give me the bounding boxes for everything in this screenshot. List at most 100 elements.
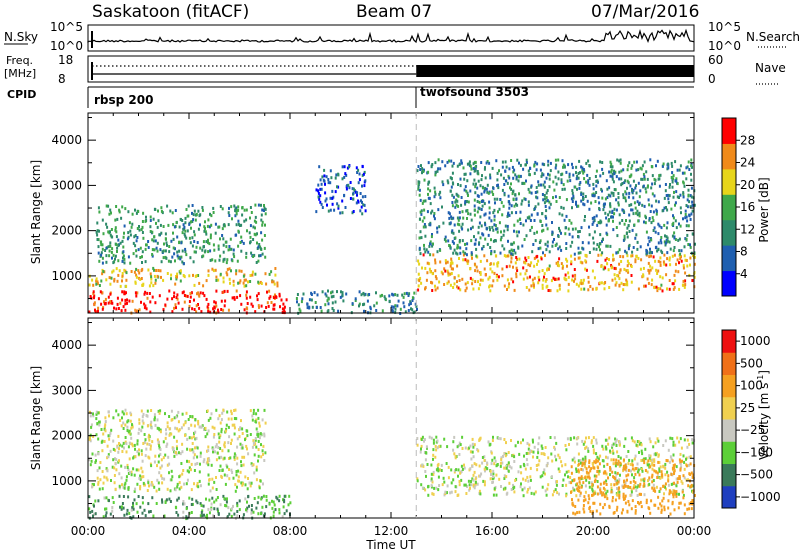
echo-cell bbox=[522, 462, 525, 466]
echo-cell bbox=[538, 278, 541, 282]
echo-cell bbox=[618, 493, 621, 497]
echo-cell bbox=[602, 481, 605, 485]
echo-cell bbox=[541, 269, 544, 272]
echo-cell bbox=[579, 181, 582, 184]
echo-cell bbox=[197, 291, 200, 295]
echo-cell bbox=[502, 204, 505, 208]
echo-cell bbox=[615, 281, 618, 285]
echo-cell bbox=[577, 176, 580, 180]
echo-cell bbox=[587, 159, 590, 163]
echo-cell bbox=[361, 195, 364, 199]
echo-cell bbox=[452, 195, 455, 199]
echo-cell bbox=[631, 463, 634, 467]
echo-cell bbox=[614, 498, 617, 502]
echo-cell bbox=[124, 481, 127, 485]
echo-cell bbox=[111, 256, 113, 260]
echo-cell bbox=[434, 258, 437, 262]
echo-cell bbox=[206, 409, 209, 413]
echo-cell bbox=[583, 203, 586, 207]
echo-cell bbox=[548, 177, 551, 181]
echo-cell bbox=[438, 192, 441, 196]
echo-cell bbox=[334, 300, 337, 304]
echo-cell bbox=[679, 452, 682, 456]
echo-cell bbox=[265, 306, 268, 309]
echo-cell bbox=[519, 222, 522, 225]
echo-cell bbox=[462, 253, 465, 257]
echo-cell bbox=[543, 194, 546, 197]
echo-cell bbox=[432, 438, 435, 442]
echo-cell bbox=[453, 223, 456, 227]
echo-cell bbox=[595, 169, 598, 173]
echo-cell bbox=[580, 193, 583, 196]
echo-cell bbox=[191, 236, 194, 240]
echo-cell bbox=[89, 463, 92, 467]
echo-cell bbox=[655, 199, 658, 203]
echo-cell bbox=[106, 456, 109, 460]
echo-cell bbox=[505, 165, 508, 169]
echo-cell bbox=[185, 411, 188, 415]
echo-cell bbox=[425, 248, 428, 252]
echo-cell bbox=[105, 511, 108, 515]
echo-cell bbox=[625, 455, 628, 458]
echo-cell bbox=[475, 164, 478, 168]
echo-cell bbox=[599, 248, 601, 252]
echo-cell bbox=[151, 238, 154, 242]
echo-cell bbox=[132, 515, 135, 519]
echo-cell bbox=[669, 263, 672, 267]
echo-cell bbox=[505, 179, 508, 183]
echo-cell bbox=[235, 212, 238, 216]
echo-cell bbox=[235, 289, 238, 293]
echo-cell bbox=[621, 219, 624, 222]
echo-cell bbox=[218, 436, 221, 440]
echo-cell bbox=[553, 436, 556, 440]
echo-cell bbox=[551, 240, 554, 244]
echo-cell bbox=[473, 235, 475, 239]
echo-cell bbox=[232, 248, 235, 252]
echo-cell bbox=[560, 460, 563, 464]
echo-cell bbox=[240, 460, 242, 464]
echo-cell bbox=[584, 498, 587, 502]
echo-cell bbox=[260, 203, 262, 207]
echo-cell bbox=[136, 510, 139, 514]
echo-cell bbox=[181, 291, 184, 295]
echo-cell bbox=[122, 245, 125, 249]
echo-cell bbox=[93, 301, 96, 305]
echo-cell bbox=[622, 288, 625, 292]
echo-cell bbox=[689, 194, 692, 198]
echo-cell bbox=[117, 273, 120, 277]
echo-cell bbox=[459, 246, 462, 250]
echo-cell bbox=[450, 215, 453, 219]
echo-cell bbox=[600, 220, 603, 224]
echo-cell bbox=[217, 247, 220, 251]
echo-cell bbox=[492, 279, 495, 283]
echo-cell bbox=[147, 481, 150, 485]
echo-cell bbox=[508, 250, 511, 254]
echo-cell bbox=[452, 286, 455, 289]
echo-cell bbox=[626, 269, 629, 272]
echo-cell bbox=[564, 473, 566, 477]
echo-cell bbox=[638, 442, 641, 446]
echo-cell bbox=[140, 277, 143, 280]
echo-cell bbox=[193, 424, 196, 428]
echo-cell bbox=[466, 162, 469, 166]
echo-cell bbox=[121, 274, 124, 278]
echo-cell bbox=[527, 488, 530, 491]
echo-cell bbox=[190, 468, 192, 472]
echo-cell bbox=[100, 440, 103, 444]
echo-cell bbox=[178, 428, 181, 432]
echo-cell bbox=[655, 485, 658, 489]
echo-cell bbox=[145, 447, 148, 451]
echo-cell bbox=[417, 185, 420, 189]
echo-cell bbox=[661, 251, 664, 255]
echo-cell bbox=[539, 220, 542, 223]
echo-cell bbox=[141, 419, 144, 423]
echo-cell bbox=[582, 481, 585, 485]
echo-cell bbox=[192, 456, 195, 460]
echo-cell bbox=[118, 494, 121, 498]
x-tick-label: 00:00 bbox=[71, 524, 106, 538]
echo-cell bbox=[657, 232, 660, 236]
echo-cell bbox=[268, 502, 271, 506]
echo-cell bbox=[123, 290, 126, 294]
echo-cell bbox=[147, 502, 150, 506]
